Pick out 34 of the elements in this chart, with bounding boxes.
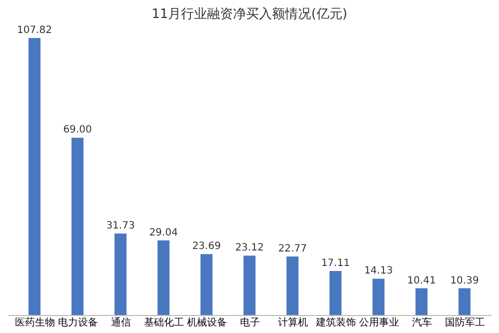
bar bbox=[114, 233, 126, 315]
data-label: 69.00 bbox=[63, 124, 92, 136]
bar bbox=[244, 256, 256, 315]
data-label: 23.69 bbox=[192, 241, 221, 252]
bar bbox=[72, 138, 84, 315]
data-label: 29.04 bbox=[149, 227, 178, 238]
bar bbox=[286, 256, 298, 315]
x-tick-label: 通信 bbox=[111, 316, 131, 328]
x-tick-label: 机械设备 bbox=[187, 316, 227, 328]
bar bbox=[200, 254, 212, 315]
bar bbox=[330, 271, 342, 315]
bar bbox=[458, 288, 470, 315]
bar bbox=[158, 240, 170, 315]
data-label: 107.82 bbox=[17, 25, 52, 36]
bar bbox=[28, 38, 40, 315]
x-tick-label: 电力设备 bbox=[58, 316, 98, 328]
data-label: 10.39 bbox=[450, 275, 479, 286]
x-tick-label: 电子 bbox=[240, 316, 260, 328]
data-label: 22.77 bbox=[278, 244, 307, 254]
bar bbox=[416, 288, 428, 315]
x-tick-label: 公用事业 bbox=[359, 316, 399, 328]
x-tick-label: 国防军工 bbox=[445, 316, 485, 328]
chart-title: 11月行业融资净买入额情况(亿元) bbox=[152, 7, 348, 22]
x-tick-label: 计算机 bbox=[278, 316, 308, 328]
data-label: 23.12 bbox=[235, 242, 264, 254]
bar bbox=[372, 278, 384, 315]
data-label: 10.41 bbox=[407, 275, 436, 286]
data-label: 17.11 bbox=[321, 258, 350, 270]
data-label: 14.13 bbox=[364, 266, 393, 277]
x-tick-label: 医药生物 bbox=[15, 316, 55, 328]
data-label: 31.73 bbox=[106, 220, 135, 232]
x-tick-label: 建筑装饰 bbox=[315, 316, 356, 328]
x-tick-label: 汽车 bbox=[412, 316, 432, 328]
x-tick-label: 基础化工 bbox=[144, 316, 184, 328]
